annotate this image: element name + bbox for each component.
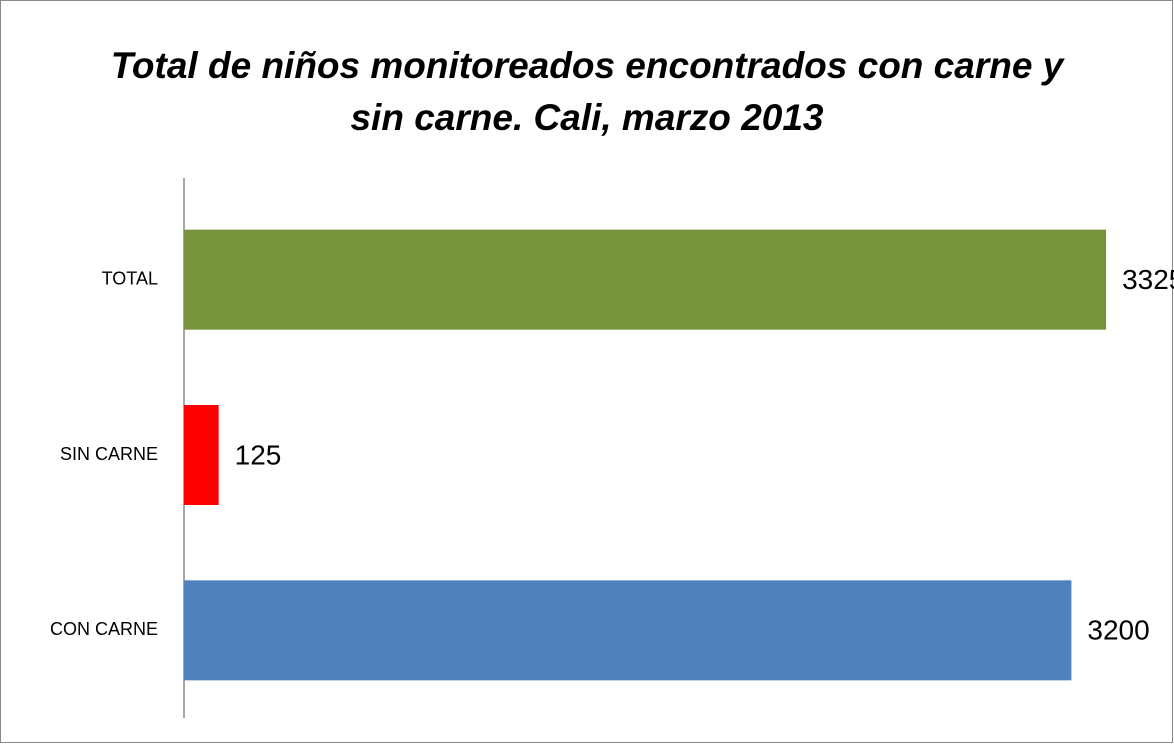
- bar: [184, 580, 1072, 681]
- bar: [184, 229, 1107, 330]
- y-tick-label: SIN CARNE: [60, 444, 158, 464]
- value-label: 3325: [1122, 264, 1174, 295]
- bar: [184, 405, 219, 505]
- chart-title: Total de niños monitoreados encontrados …: [110, 45, 1064, 138]
- value-label: 3200: [1087, 615, 1149, 646]
- value-label: 125: [235, 439, 282, 470]
- y-tick-label: CON CARNE: [50, 619, 158, 639]
- y-tick-label: TOTAL: [102, 268, 158, 288]
